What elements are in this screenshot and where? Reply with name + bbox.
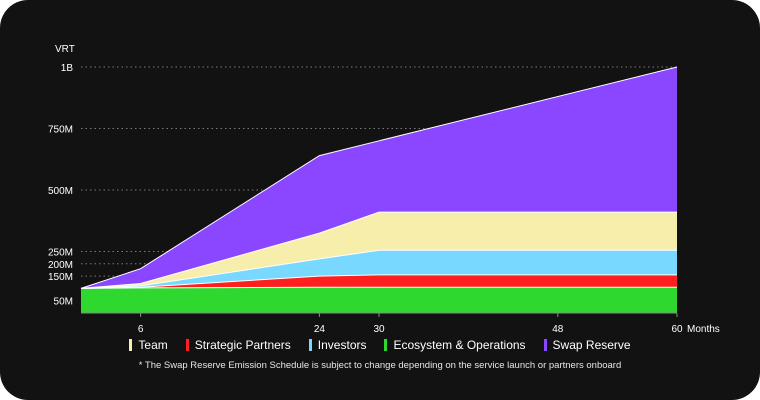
y-tick-label: 250M <box>48 248 73 259</box>
y-tick-label: 750M <box>48 125 73 136</box>
x-tick-label: 48 <box>552 324 564 335</box>
y-tick-label: 150M <box>48 272 73 283</box>
series-line <box>80 249 677 289</box>
legend-item: Swap Reserve <box>543 338 631 352</box>
x-axis-label: Months <box>687 324 720 335</box>
legend-label: Swap Reserve <box>552 338 631 352</box>
legend-item: Team <box>129 338 168 352</box>
x-tick-label: 60 <box>671 324 683 335</box>
x-tick-label: 6 <box>138 324 144 335</box>
legend-label: Ecosystem & Operations <box>393 338 526 352</box>
y-tick-label: 1B <box>61 63 74 74</box>
legend-label: Investors <box>317 338 367 352</box>
area-strategic-partners <box>81 274 677 289</box>
legend-swatch <box>129 339 133 351</box>
x-tick-label: 30 <box>373 324 385 335</box>
legend-item: Strategic Partners <box>185 338 291 352</box>
series-line <box>80 66 678 289</box>
legend-item: Investors <box>308 338 367 352</box>
area-investors <box>81 250 677 289</box>
y-tick-label: 200M <box>48 260 73 271</box>
legend-label: Strategic Partners <box>194 338 291 352</box>
footnote: * The Swap Reserve Emission Schedule is … <box>138 360 622 371</box>
series-line <box>80 274 677 289</box>
x-tick-label: 24 <box>314 324 326 335</box>
y-tick-label: 500M <box>48 186 73 197</box>
area-ecosystem-operations <box>81 287 677 313</box>
series-line <box>80 211 677 289</box>
legend-swatch <box>543 339 547 351</box>
legend-item: Ecosystem & Operations <box>384 338 526 352</box>
y-tick-label: 50M <box>54 297 73 308</box>
legend-label: Team <box>138 338 168 352</box>
legend-swatch <box>384 339 388 351</box>
legend-swatch <box>185 339 189 351</box>
area-swap-reserve <box>81 67 677 289</box>
chart-legend: Team Strategic Partners Investors Ecosystem… <box>0 338 760 352</box>
legend-swatch <box>308 339 312 351</box>
y-axis-label: VRT <box>55 44 75 55</box>
